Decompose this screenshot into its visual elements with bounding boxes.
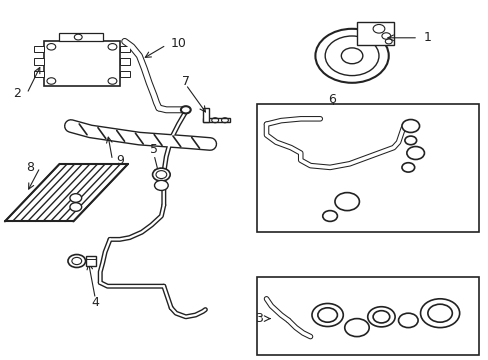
Bar	[34, 58, 44, 65]
Circle shape	[344, 319, 368, 337]
Circle shape	[311, 303, 343, 327]
Circle shape	[70, 203, 81, 211]
Bar	[203, 118, 229, 122]
Text: 4: 4	[91, 296, 99, 309]
Circle shape	[70, 194, 81, 202]
Bar	[256, 277, 478, 355]
Circle shape	[68, 255, 85, 267]
Bar	[85, 256, 96, 266]
Circle shape	[156, 171, 166, 179]
Text: 6: 6	[328, 93, 336, 105]
Circle shape	[401, 163, 414, 172]
Circle shape	[334, 193, 359, 211]
Bar	[120, 71, 129, 77]
Circle shape	[398, 313, 417, 328]
Bar	[34, 46, 44, 52]
Text: 8: 8	[26, 161, 34, 174]
Circle shape	[427, 304, 451, 322]
Circle shape	[181, 106, 190, 113]
Bar	[256, 104, 478, 232]
Text: 2: 2	[13, 87, 21, 100]
Bar	[44, 41, 120, 86]
Bar	[34, 71, 44, 77]
Bar	[59, 33, 102, 41]
Circle shape	[152, 168, 170, 181]
Circle shape	[317, 308, 337, 322]
Circle shape	[404, 136, 416, 145]
Text: 3: 3	[255, 312, 263, 325]
Circle shape	[401, 120, 419, 132]
Circle shape	[406, 147, 424, 159]
Bar	[203, 108, 208, 122]
Bar	[120, 58, 129, 65]
Bar	[120, 46, 129, 52]
Text: 1: 1	[423, 31, 431, 44]
Circle shape	[372, 311, 389, 323]
Bar	[356, 22, 393, 45]
Circle shape	[420, 299, 459, 328]
Circle shape	[322, 211, 337, 221]
Text: 7: 7	[182, 75, 189, 87]
Circle shape	[72, 257, 81, 265]
Circle shape	[154, 180, 168, 190]
Text: 9: 9	[116, 154, 123, 167]
Circle shape	[367, 307, 394, 327]
Text: 10: 10	[170, 37, 186, 50]
Text: 5: 5	[150, 143, 158, 156]
